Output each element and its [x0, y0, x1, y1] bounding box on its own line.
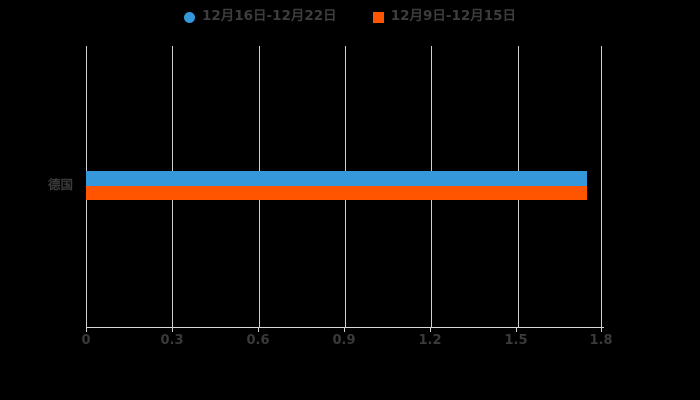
x-tick-label-0-9: 0.9 [332, 333, 356, 348]
x-tick-label-0-6: 0.6 [246, 333, 270, 348]
plot-area [86, 46, 604, 327]
x-tick-mark-0-9 [344, 327, 345, 332]
x-tick-mark-1-5 [516, 327, 517, 332]
legend-item-series-1[interactable]: 12月16日-12月22日 [183, 8, 337, 25]
x-tick-mark-1-2 [430, 327, 431, 332]
chart-legend: 12月16日-12月22日 12月9日-12月15日 [0, 6, 700, 28]
x-tick-mark-0-3 [172, 327, 173, 332]
x-tick-mark-0-6 [258, 327, 259, 332]
x-tick-label-1-8: 1.8 [589, 333, 613, 348]
x-tick-mark-1-8 [601, 327, 602, 332]
x-tick-mark-0 [86, 327, 87, 332]
bar-series-1-德国[interactable] [86, 171, 587, 186]
x-tick-label-0: 0 [81, 333, 91, 348]
legend-square-marker-icon [372, 11, 384, 23]
bar-series-2-德国[interactable] [86, 186, 587, 200]
legend-item-series-2[interactable]: 12月9日-12月15日 [372, 8, 517, 25]
gridline-1-8 [601, 46, 602, 327]
x-tick-label-0-3: 0.3 [160, 333, 184, 348]
x-tick-label-1-5: 1.5 [504, 333, 528, 348]
legend-label-series-2: 12月9日-12月15日 [390, 8, 517, 25]
x-tick-label-1-2: 1.2 [418, 333, 442, 348]
legend-circle-marker-icon [183, 11, 195, 23]
legend-label-series-1: 12月16日-12月22日 [201, 8, 337, 25]
x-axis-line [86, 327, 604, 328]
